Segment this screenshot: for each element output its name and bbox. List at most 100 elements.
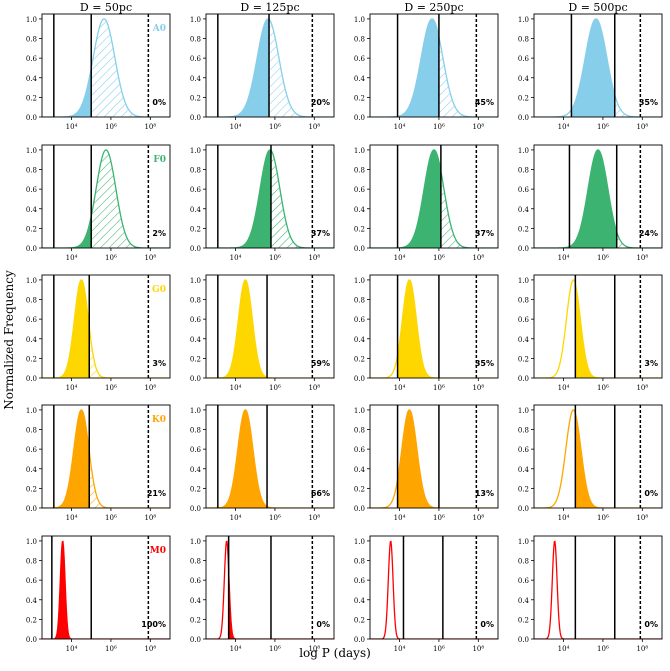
y-tick-label: 0.2 — [190, 355, 201, 363]
y-tick-label: 1.0 — [26, 407, 37, 415]
y-tick-label: 0.6 — [354, 316, 366, 324]
axes-frame — [533, 274, 663, 379]
x-tick-label: 10⁶ — [597, 384, 609, 392]
percentage-label: 37% — [311, 229, 330, 238]
axes-frame — [369, 13, 499, 118]
x-tick-label: 10⁴ — [66, 645, 78, 653]
spectral-type-label: K0 — [152, 415, 166, 425]
percentage-label: 13% — [475, 489, 494, 498]
y-tick-label: 1.0 — [26, 538, 37, 546]
y-tick-label: 0.8 — [190, 558, 201, 566]
panel-M0-4: 0.0 0.2 0.4 0.6 0.8 1.0 10⁴ 10⁶ 10⁸ 0% — [518, 535, 663, 653]
percentage-label: 20% — [311, 98, 330, 107]
y-tick-label: 0.4 — [26, 597, 38, 605]
x-tick-label: 10⁴ — [230, 384, 242, 392]
y-tick-label: 1.0 — [518, 538, 529, 546]
y-tick-label: 0.2 — [518, 485, 529, 493]
plot-area — [534, 405, 662, 508]
y-tick-label: 0.4 — [26, 75, 38, 83]
y-tick-label: 0.0 — [518, 245, 529, 253]
y-tick-label: 0.2 — [26, 485, 37, 493]
panel-G0-4: 0.0 0.2 0.4 0.6 0.8 1.0 10⁴ 10⁶ 10⁸ 3% — [518, 274, 663, 392]
y-tick-label: 1.0 — [354, 538, 365, 546]
detectable-fill — [217, 279, 268, 378]
hatched-fill — [270, 150, 313, 248]
percentage-label: 24% — [639, 229, 658, 238]
y-tick-label: 0.2 — [518, 94, 529, 102]
x-tick-label: 10⁴ — [66, 123, 78, 131]
axes-frame — [205, 535, 335, 640]
detectable-fill — [217, 149, 271, 248]
y-tick-label: 0.2 — [190, 94, 201, 102]
plot-area — [42, 14, 170, 117]
y-tick-label: 0.8 — [354, 167, 365, 175]
y-tick-label: 0.4 — [26, 336, 38, 344]
y-tick-label: 0.8 — [518, 558, 529, 566]
plot-area — [42, 536, 170, 639]
detectable-fill — [575, 413, 615, 508]
y-tick-label: 0.6 — [518, 577, 530, 585]
y-tick-label: 0.8 — [190, 36, 201, 44]
percentage-label: 3% — [644, 359, 658, 368]
percentage-label: 0% — [316, 620, 330, 629]
x-tick-label: 10⁴ — [394, 645, 406, 653]
y-tick-label: 0.0 — [190, 114, 201, 122]
x-tick-label: 10⁴ — [230, 254, 242, 262]
x-tick-label: 10⁴ — [66, 254, 78, 262]
axes-frame — [41, 404, 171, 509]
panel-K0-1: 0.0 0.2 0.4 0.6 0.8 1.0 10⁴ 10⁶ 10⁸ K0 21% — [26, 404, 171, 522]
hatched-fill — [91, 149, 149, 248]
x-tick-label: 10⁶ — [269, 514, 281, 522]
y-tick-label: 0.0 — [26, 505, 37, 513]
y-tick-label: 0.8 — [518, 36, 529, 44]
axes-frame — [369, 535, 499, 640]
y-tick-label: 1.0 — [190, 538, 201, 546]
percentage-label: 35% — [475, 359, 494, 368]
y-axis-title: Normalized Frequency — [2, 270, 16, 410]
y-tick-label: 0.8 — [26, 427, 37, 435]
y-tick-label: 0.2 — [518, 225, 529, 233]
y-tick-label: 0.4 — [26, 466, 38, 474]
x-tick-label: 10⁸ — [472, 123, 484, 131]
y-tick-label: 0.6 — [190, 186, 202, 194]
x-tick-label: 10⁶ — [597, 123, 609, 131]
y-tick-label: 0.0 — [354, 636, 365, 644]
axes-frame — [533, 535, 663, 640]
x-tick-label: 10⁴ — [394, 123, 406, 131]
x-tick-label: 10⁸ — [472, 384, 484, 392]
distribution-curve — [42, 279, 170, 378]
x-tick-label: 10⁸ — [472, 514, 484, 522]
detectable-fill — [397, 409, 439, 508]
y-tick-label: 0.6 — [190, 55, 202, 63]
y-tick-label: 0.4 — [190, 75, 202, 83]
y-tick-label: 0.8 — [518, 427, 529, 435]
y-tick-label: 0.0 — [26, 245, 37, 253]
distribution-curve — [534, 409, 662, 508]
x-tick-label: 10⁴ — [230, 123, 242, 131]
y-tick-label: 0.8 — [354, 427, 365, 435]
y-tick-label: 0.0 — [354, 245, 365, 253]
x-tick-label: 10⁶ — [433, 514, 445, 522]
y-tick-label: 0.8 — [518, 297, 529, 305]
panel-M0-3: 0.0 0.2 0.4 0.6 0.8 1.0 10⁴ 10⁶ 10⁸ 0% — [354, 535, 499, 653]
spectral-type-label: F0 — [153, 155, 166, 165]
y-tick-label: 1.0 — [354, 407, 365, 415]
y-tick-label: 1.0 — [190, 407, 201, 415]
x-tick-label: 10⁸ — [636, 123, 648, 131]
y-tick-label: 0.2 — [26, 94, 37, 102]
x-tick-label: 10⁸ — [144, 254, 156, 262]
panel-F0-2: 0.0 0.2 0.4 0.6 0.8 1.0 10⁴ 10⁶ 10⁸ 37% — [190, 144, 335, 262]
y-tick-label: 1.0 — [190, 277, 201, 285]
column-title: D = 250pc — [404, 1, 463, 14]
y-tick-label: 0.0 — [26, 114, 37, 122]
x-tick-label: 10⁸ — [472, 254, 484, 262]
y-tick-label: 0.2 — [354, 225, 365, 233]
axes-frame — [533, 404, 663, 509]
x-tick-label: 10⁸ — [308, 254, 320, 262]
x-tick-label: 10⁸ — [636, 514, 648, 522]
percentage-label: 100% — [141, 620, 166, 629]
axes-frame — [533, 13, 663, 118]
y-tick-label: 0.2 — [190, 225, 201, 233]
x-tick-label: 10⁸ — [636, 384, 648, 392]
axes-frame — [205, 274, 335, 379]
